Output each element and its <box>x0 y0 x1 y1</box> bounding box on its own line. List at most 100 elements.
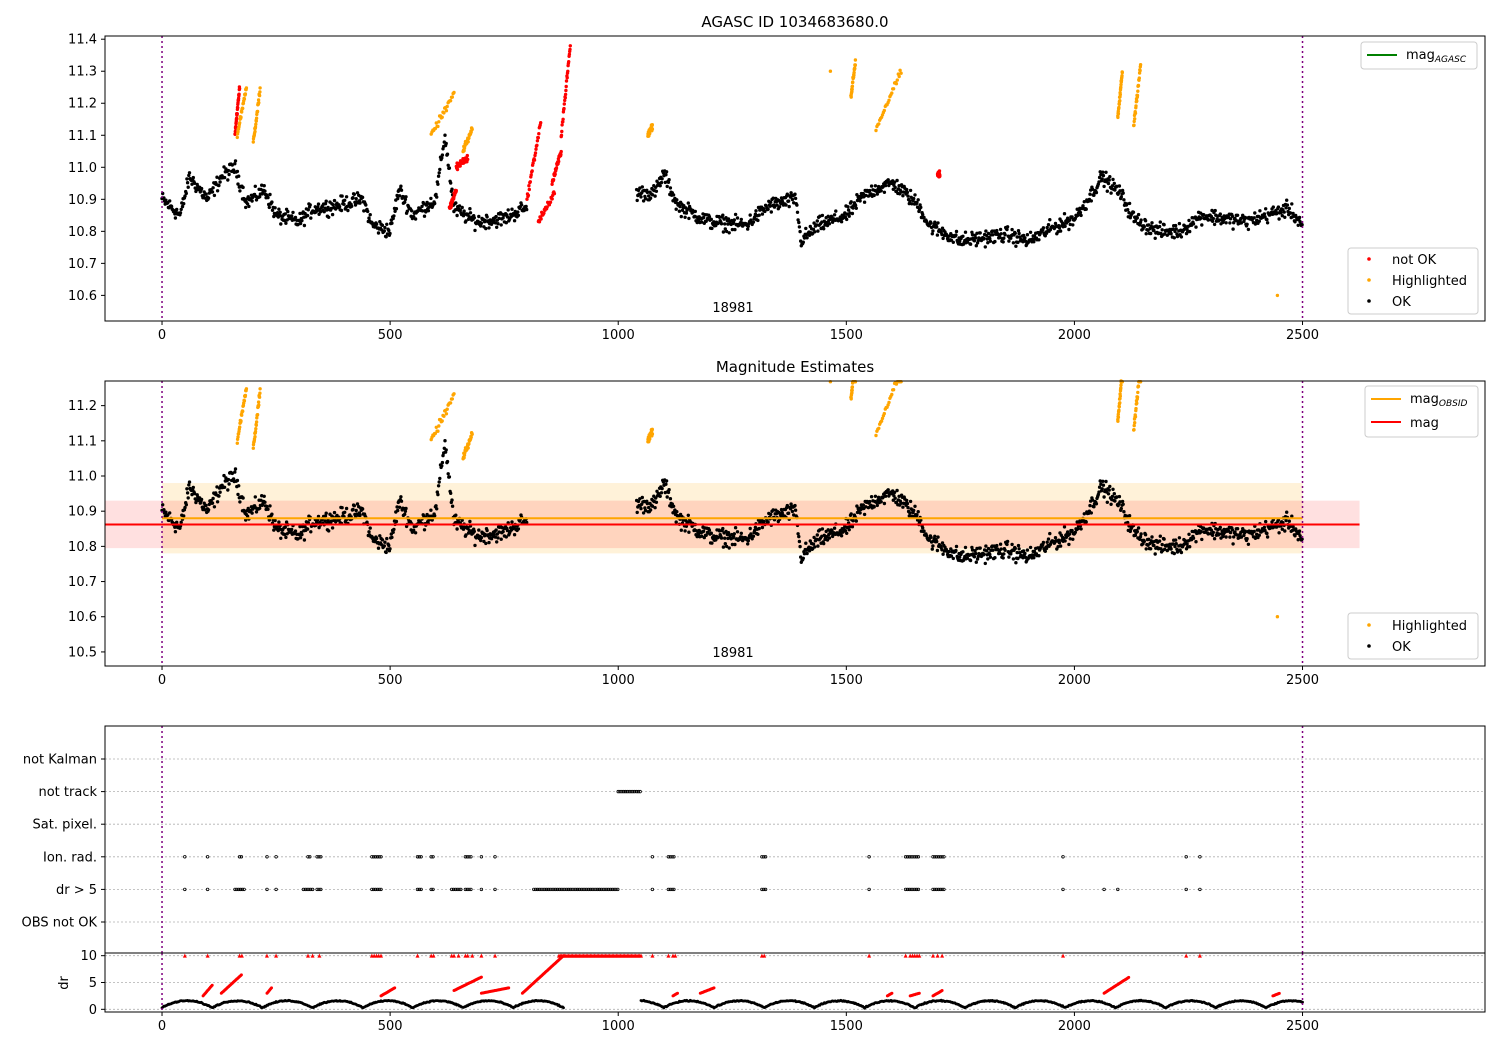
ok-point <box>1082 200 1087 204</box>
flag-marker <box>546 887 551 892</box>
y-tick-label: 11.2 <box>68 399 97 414</box>
ok-point <box>1194 540 1198 544</box>
ok-point <box>1144 232 1148 236</box>
highlighted-point <box>255 109 260 114</box>
ok-point <box>757 213 761 217</box>
ok-point <box>187 483 191 487</box>
ok-point <box>1149 547 1153 551</box>
ok-point <box>910 514 914 518</box>
not-ok-point <box>532 158 537 162</box>
flag-marker <box>931 855 935 859</box>
flag-marker <box>467 887 471 892</box>
flag-marker <box>239 855 244 859</box>
flag-marker <box>379 855 383 859</box>
ok-point <box>360 195 365 200</box>
highlighted-point <box>874 128 878 133</box>
not-ok-point <box>559 133 564 137</box>
ok-point <box>850 525 855 529</box>
flag-label: Sat. pixel. <box>33 818 97 833</box>
ok-point <box>641 199 646 203</box>
ok-point <box>283 525 287 529</box>
ok-point <box>963 545 968 550</box>
ok-point <box>735 530 740 534</box>
ok-point <box>970 548 975 552</box>
ok-point <box>1144 547 1148 551</box>
highlighted-point <box>1118 99 1122 103</box>
ok-point <box>254 510 259 514</box>
ok-point <box>1262 212 1267 216</box>
ok-point <box>801 556 805 560</box>
ok-point <box>468 211 473 215</box>
flag-marker <box>265 887 269 892</box>
ok-point <box>1009 236 1013 240</box>
ok-point <box>678 204 682 209</box>
ok-point <box>429 196 433 201</box>
highlighted-point <box>448 99 453 103</box>
ok-point <box>636 499 641 504</box>
ok-point <box>1110 494 1115 499</box>
flag-marker <box>429 887 433 892</box>
ok-point <box>908 188 913 193</box>
ok-point <box>1084 520 1088 524</box>
ok-point <box>191 175 195 180</box>
ok-point <box>1120 499 1125 504</box>
ok-point <box>226 488 230 492</box>
ok-point <box>643 197 648 201</box>
ok-point <box>1094 190 1099 195</box>
not-ok-point <box>559 152 563 157</box>
flag-marker <box>672 887 676 892</box>
ok-point <box>787 204 791 209</box>
ok-point <box>497 530 501 534</box>
highlighted-point <box>877 426 881 430</box>
ok-point <box>822 227 826 231</box>
ok-point <box>991 548 995 552</box>
ok-point <box>162 508 166 512</box>
highlighted-point <box>1136 84 1141 88</box>
x-tick-label: 2500 <box>1286 673 1319 688</box>
ok-point <box>332 510 337 515</box>
ok-point <box>385 222 389 226</box>
highlighted-point <box>254 420 259 424</box>
ok-point <box>1257 533 1262 537</box>
ok-point <box>645 190 650 195</box>
flag-label: not Kalman <box>23 753 97 768</box>
flag-marker <box>431 855 435 859</box>
ok-point <box>245 202 250 206</box>
flag-marker <box>1198 855 1202 859</box>
flag-marker <box>763 855 768 859</box>
flag-marker <box>554 887 558 892</box>
highlighted-point <box>894 82 899 86</box>
ok-point <box>450 498 454 502</box>
ok-point <box>658 494 662 498</box>
ok-point <box>1005 227 1009 232</box>
ok-point <box>972 555 977 559</box>
flag-marker <box>431 887 435 892</box>
ok-point <box>227 482 231 486</box>
flag-marker <box>1061 855 1065 859</box>
ok-point <box>218 180 222 184</box>
ok-point <box>858 511 862 515</box>
ok-point <box>746 542 750 546</box>
flag-marker <box>614 887 618 892</box>
flag-marker <box>762 855 766 859</box>
ok-point <box>1230 214 1235 218</box>
ok-point <box>278 210 282 214</box>
ok-point <box>378 220 382 224</box>
ok-point <box>383 540 387 544</box>
ok-point <box>746 227 750 231</box>
flag-marker <box>265 855 269 859</box>
flag-marker <box>913 887 917 892</box>
ok-point <box>1152 543 1156 548</box>
flag-marker <box>568 887 572 892</box>
ok-point <box>751 220 756 224</box>
ok-point <box>940 541 945 545</box>
ok-point <box>816 229 820 233</box>
flag-marker <box>309 887 313 892</box>
ok-point <box>907 201 911 206</box>
ok-point <box>1284 206 1288 210</box>
ok-point <box>516 527 521 531</box>
ok-point <box>1283 529 1287 533</box>
flag-marker <box>631 789 635 794</box>
ok-point <box>367 216 371 220</box>
flag-marker <box>588 887 593 892</box>
